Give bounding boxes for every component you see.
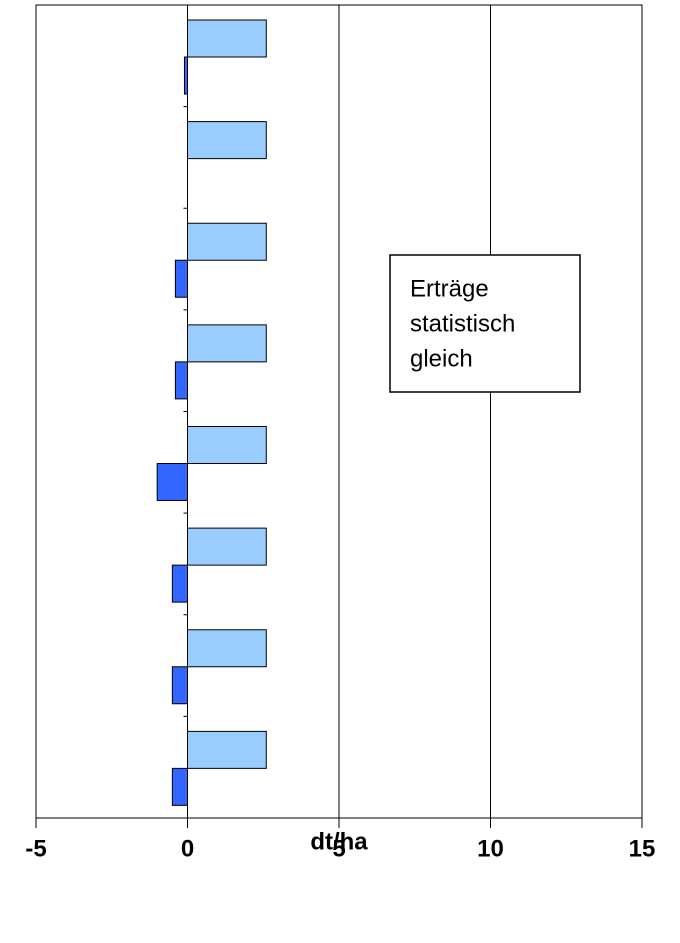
annotation: Erträge statistisch gleich bbox=[389, 254, 581, 393]
bar bbox=[187, 527, 267, 566]
bar bbox=[187, 222, 267, 261]
bar bbox=[171, 666, 189, 705]
annotation-text: gleich bbox=[410, 345, 473, 372]
bar bbox=[171, 767, 189, 806]
bar bbox=[187, 426, 267, 464]
bar bbox=[187, 121, 267, 160]
annotation-text: Erträge bbox=[410, 275, 489, 302]
x-tick-label: 0 bbox=[181, 835, 194, 862]
x-tick-label: 15 bbox=[629, 835, 656, 862]
x-tick-label: 10 bbox=[477, 835, 504, 862]
bar bbox=[187, 324, 267, 363]
bar bbox=[174, 361, 189, 400]
annotation-box bbox=[389, 254, 581, 393]
bar bbox=[171, 564, 189, 603]
bar bbox=[156, 463, 188, 501]
x-tick-label: -5 bbox=[25, 835, 46, 862]
annotation-text: statistisch bbox=[410, 310, 515, 337]
bar bbox=[187, 19, 267, 58]
x-axis-label: dt/ha bbox=[310, 828, 368, 855]
bar bbox=[187, 730, 267, 769]
x-tick-label: 5 bbox=[332, 835, 345, 862]
bar bbox=[187, 629, 267, 668]
bar bbox=[174, 259, 189, 298]
